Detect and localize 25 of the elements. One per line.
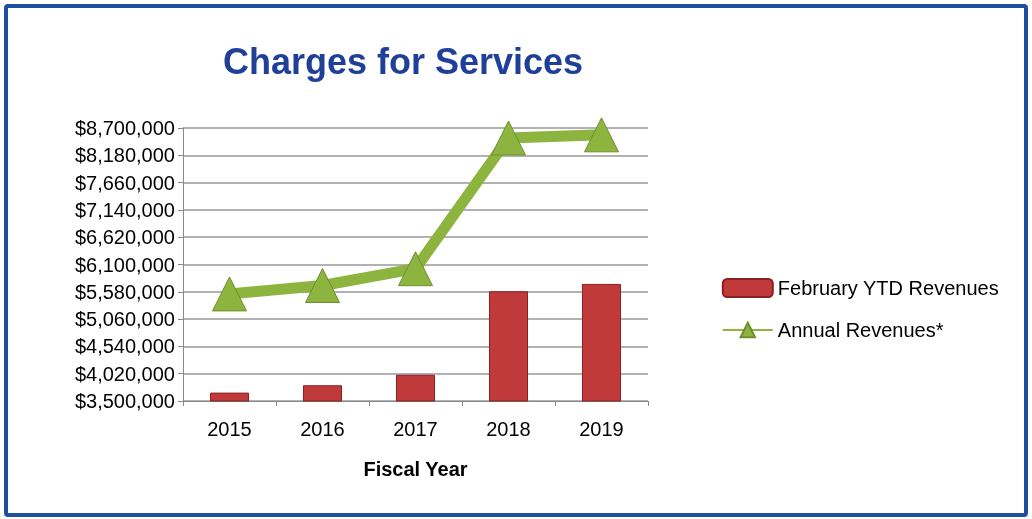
point (584, 117, 619, 153)
point (305, 268, 340, 303)
chart-title: Charges for Services (222, 40, 584, 82)
y-tick-label: $8,700,000 (74, 117, 175, 139)
y-tick-label: $4,020,000 (74, 362, 175, 385)
x-tick-label: 2016 (300, 418, 345, 440)
y-tick-label: $7,140,000 (74, 198, 175, 221)
y-tick-label: $4,540,000 (74, 335, 175, 358)
x-tick-label: 2019 (579, 418, 624, 440)
point (491, 120, 526, 156)
y-tick-label: $8,180,000 (74, 144, 175, 167)
legend-label: February YTD Revenues (777, 277, 999, 299)
y-tick-label: $5,060,000 (74, 308, 175, 331)
x-tick-label: 2018 (486, 418, 531, 440)
point (398, 251, 433, 287)
legend-label: Annual Revenues* (777, 319, 944, 341)
y-tick-label: $7,660,000 (74, 171, 175, 194)
y-tick-label: $3,500,000 (74, 390, 175, 412)
x-tick-label: 2017 (393, 418, 438, 440)
x-axis-title: Fiscal Year (363, 458, 468, 480)
x-tick-label: 2015 (207, 418, 252, 440)
y-tick-label: $6,620,000 (74, 226, 175, 249)
point (212, 276, 247, 312)
y-tick-label: $6,100,000 (74, 253, 175, 276)
y-tick-label: $5,580,000 (74, 280, 175, 303)
